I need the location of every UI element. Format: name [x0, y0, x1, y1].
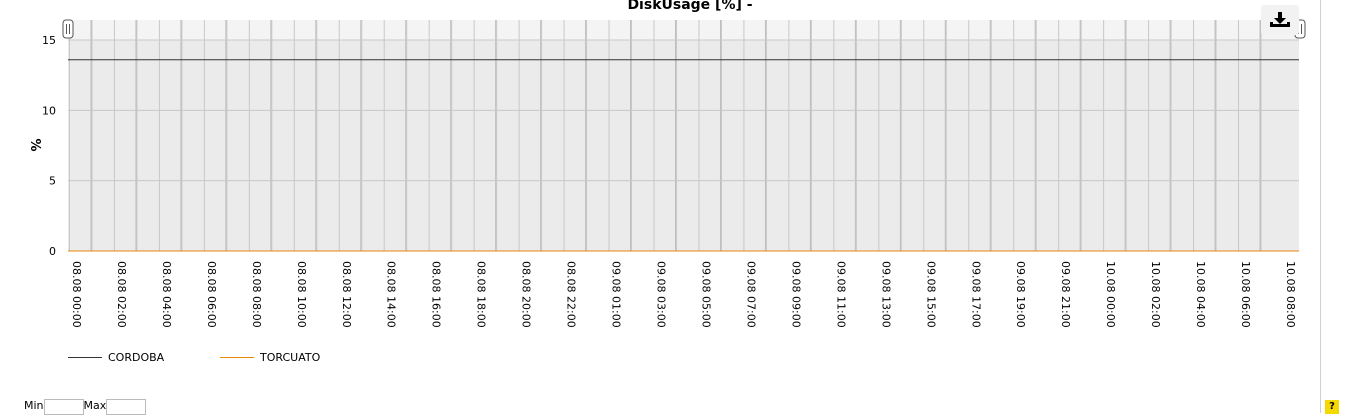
x-tick-label: 08.08 14:00: [385, 261, 398, 328]
min-label: Min: [24, 399, 44, 412]
x-tick-label: 08.08 22:00: [565, 261, 578, 328]
x-tick-label: 09.08 07:00: [744, 261, 757, 328]
x-tick-label: 08.08 08:00: [250, 261, 263, 328]
y-axis-ticks: 0 5 10 15: [42, 34, 56, 258]
x-tick-label: 08.08 06:00: [205, 261, 218, 328]
x-tick-label: 09.08 19:00: [1014, 261, 1027, 328]
max-label: Max: [83, 399, 107, 412]
x-tick-label: 09.08 09:00: [789, 261, 802, 328]
legend-label-torcuato: TORCUATO: [260, 350, 321, 364]
y-tick-label: 0: [49, 245, 56, 258]
x-tick-label: 09.08 17:00: [969, 261, 982, 328]
x-tick-label: 08.08 02:00: [115, 261, 128, 328]
min-input[interactable]: [43, 399, 84, 415]
legend-item-cordoba[interactable]: CORDOBA: [68, 349, 164, 365]
x-tick-label: 09.08 11:00: [834, 261, 847, 328]
vertical-gridlines: [68, 20, 1262, 251]
x-tick-label: 10.08 08:00: [1284, 261, 1297, 328]
legend-swatch-torcuato: [220, 356, 254, 358]
series-lines: [68, 59, 1299, 252]
x-tick-label: 10.08 06:00: [1239, 261, 1252, 328]
min-max-controls: Min Max: [24, 399, 147, 415]
x-tick-label: 09.08 01:00: [610, 261, 623, 328]
chart-title: DiskUsage [%] -: [627, 0, 753, 13]
x-tick-label: 10.08 04:00: [1194, 261, 1207, 328]
x-tick-label: 09.08 03:00: [655, 261, 668, 328]
y-tick-label: 5: [49, 175, 56, 188]
x-tick-label: 08.08 12:00: [340, 261, 353, 328]
x-tick-label: 08.08 18:00: [475, 261, 488, 328]
x-tick-label: 10.08 00:00: [1104, 261, 1117, 328]
x-tick-label: 08.08 04:00: [160, 261, 173, 328]
x-axis-ticks: 08.08 00:00 08.08 02:00 08.08 04:00 08.08 0…: [70, 261, 1297, 328]
y-axis-label: %: [27, 138, 42, 151]
legend-item-torcuato[interactable]: TORCUATO: [220, 349, 320, 365]
x-tick-label: 09.08 15:00: [924, 261, 937, 328]
x-tick-label: 09.08 13:00: [879, 261, 892, 328]
y-tick-label: 15: [42, 34, 56, 47]
x-tick-label: 08.08 16:00: [430, 261, 443, 328]
x-tick-label: 10.08 02:00: [1149, 261, 1162, 328]
legend-label-cordoba: CORDOBA: [108, 350, 165, 364]
plot-top-band: [68, 20, 1299, 40]
zoom-handle-left[interactable]: [62, 19, 74, 39]
help-button[interactable]: ?: [1325, 400, 1339, 414]
panel-border: [1320, 0, 1321, 413]
export-button[interactable]: [1261, 5, 1299, 35]
legend-swatch-cordoba: [68, 356, 102, 358]
x-tick-label: 09.08 05:00: [699, 261, 712, 328]
x-tick-label: 08.08 10:00: [295, 261, 308, 328]
x-tick-label: 09.08 21:00: [1059, 261, 1072, 328]
x-tick-label: 08.08 20:00: [520, 261, 533, 328]
plot-background: [68, 20, 1299, 251]
download-icon: [1270, 12, 1290, 27]
y-tick-label: 10: [42, 104, 56, 117]
x-tick-label: 08.08 00:00: [70, 261, 83, 328]
